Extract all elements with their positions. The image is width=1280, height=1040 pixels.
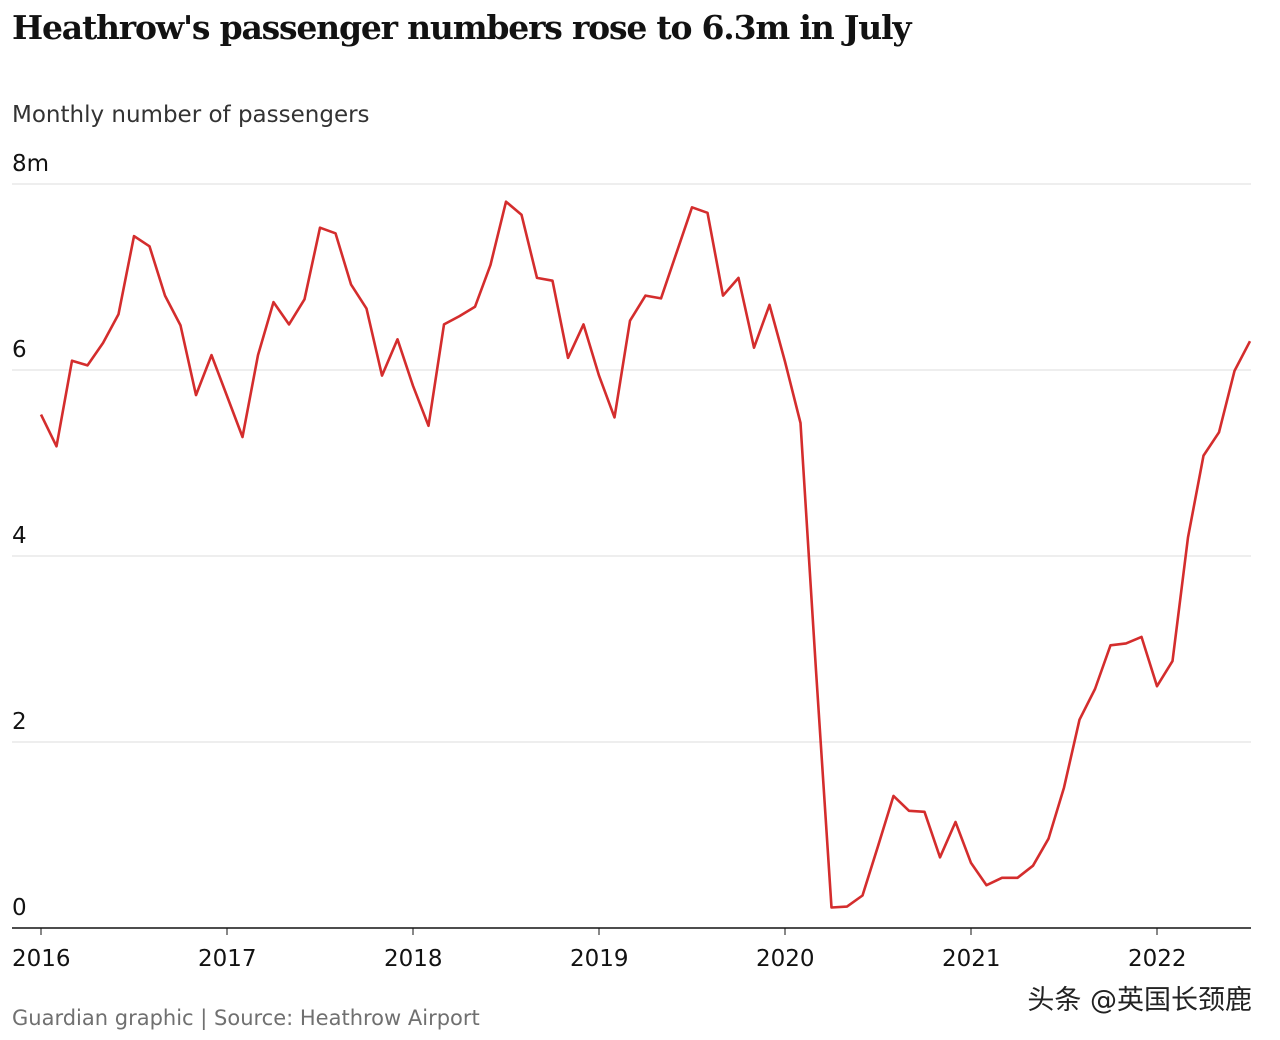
y-tick-label: 2 xyxy=(12,709,27,735)
series-line xyxy=(39,200,1252,909)
y-tick-label: 4 xyxy=(12,523,27,549)
x-tick-label: 2021 xyxy=(942,946,1001,972)
x-tick-label: 2020 xyxy=(756,946,815,972)
source-note: Guardian graphic | Source: Heathrow Airp… xyxy=(12,1006,480,1030)
x-tick-label: 2018 xyxy=(384,946,443,972)
y-tick-label: 6 xyxy=(12,337,27,363)
chart-title: Heathrow's passenger numbers rose to 6.3… xyxy=(12,8,911,47)
y-tick-label: 0 xyxy=(12,895,27,921)
y-tick-label: 8m xyxy=(12,151,49,177)
y-axis-label: Monthly number of passengers xyxy=(12,102,370,128)
x-tick-label: 2019 xyxy=(570,946,629,972)
x-tick-label: 2017 xyxy=(198,946,257,972)
watermark: 头条 @英国长颈鹿 xyxy=(1027,985,1252,1016)
x-tick-label: 2016 xyxy=(12,946,71,972)
x-tick-label: 2022 xyxy=(1128,946,1187,972)
